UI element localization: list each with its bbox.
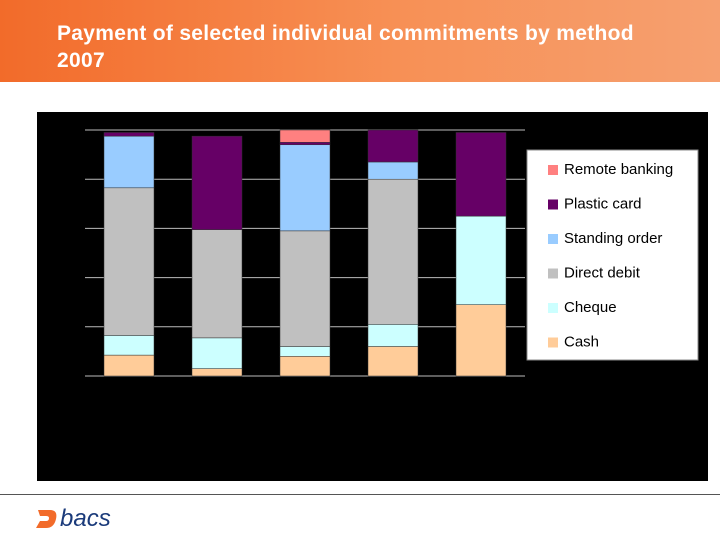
legend-swatch (548, 337, 558, 348)
slide-title: Payment of selected individual commitmen… (57, 22, 634, 72)
footer-rule (0, 494, 720, 495)
legend-label: Standing order (564, 230, 662, 247)
legend-swatch (548, 268, 558, 279)
legend-label: Direct debit (564, 264, 641, 281)
bar-segment (103, 187, 155, 336)
legend-swatch (548, 303, 558, 313)
bar-segment (191, 368, 243, 377)
bar-segment (455, 132, 507, 217)
header: Payment of selected individual commitmen… (0, 0, 720, 82)
legend-swatch (548, 234, 558, 244)
legend-label: Cheque (564, 299, 617, 316)
bar-segment (455, 304, 507, 377)
legend-box (526, 149, 699, 361)
bar-segment (191, 135, 243, 230)
bar-segment (367, 161, 419, 180)
bar-segment (103, 354, 155, 377)
bar-segment (367, 324, 419, 347)
bar-segment (191, 229, 243, 339)
bar-segment (279, 230, 331, 347)
bar-segment (279, 356, 331, 377)
bar-segment (103, 335, 155, 356)
bar-segment (367, 178, 419, 325)
logo-mark (36, 510, 57, 528)
bar-segment (279, 144, 331, 232)
bar-segment (279, 142, 331, 146)
bar-segment (279, 346, 331, 357)
bar-segment (367, 129, 419, 163)
legend-swatch (548, 165, 558, 175)
logo: bacs (60, 505, 111, 532)
legend-swatch (548, 199, 558, 210)
bar-segment (367, 346, 419, 377)
legend-label: Cash (564, 333, 599, 350)
bar-segment (103, 135, 155, 189)
bar-segment (103, 132, 155, 137)
legend-label: Remote banking (564, 161, 673, 178)
bar-segment (279, 129, 331, 143)
bar-segment (191, 337, 243, 369)
legend-label: Plastic card (564, 195, 642, 212)
bar-segment (455, 215, 507, 305)
